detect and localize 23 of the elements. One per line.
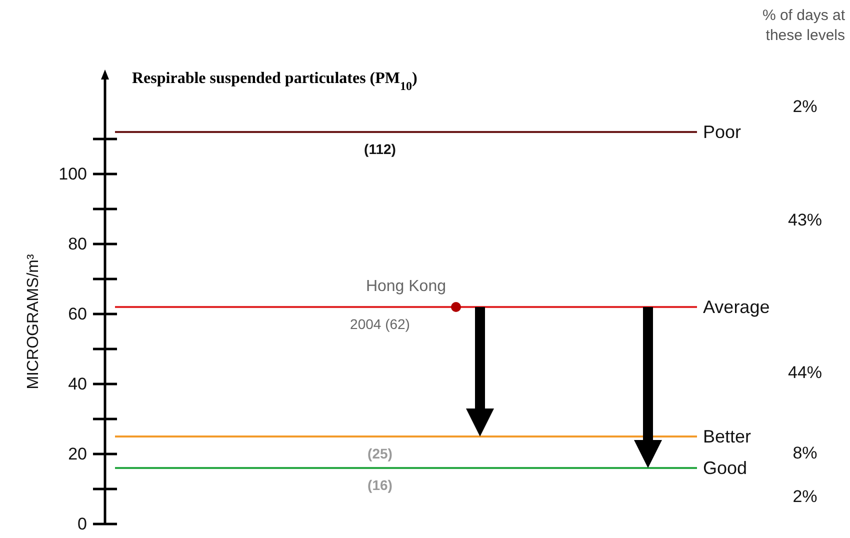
text: 43% [788, 210, 822, 230]
ref-line-label: Poor [703, 122, 742, 142]
y-tick-label: 20 [68, 444, 87, 464]
annotation: (25) [368, 446, 392, 462]
y-tick-label: 40 [68, 374, 87, 394]
series-label: Hong Kong [366, 278, 446, 295]
text: 2% [792, 96, 818, 116]
text: 8% [792, 443, 818, 462]
chart-title: Respirable suspended particulates (PM$_{10}$) [132, 70, 418, 93]
text: 44% [788, 362, 822, 382]
annotation: (112) [364, 141, 396, 157]
ref-line-label: Average [703, 297, 770, 317]
y-axis-title: MICROGRAMS/m³ [25, 254, 42, 390]
text: % of days at these levels [762, 7, 846, 44]
annotation: (16) [368, 477, 392, 493]
annotation: 2004 (62) [350, 316, 410, 332]
text: 2% [792, 487, 818, 506]
y-tick-label: 0 [78, 514, 87, 534]
ref-line-label: Good [703, 458, 748, 478]
ref-line-label: Better [703, 426, 752, 446]
y-tick-label: 80 [68, 234, 87, 254]
y-tick-label: 100 [58, 164, 87, 184]
y-tick-label: 60 [68, 304, 87, 324]
